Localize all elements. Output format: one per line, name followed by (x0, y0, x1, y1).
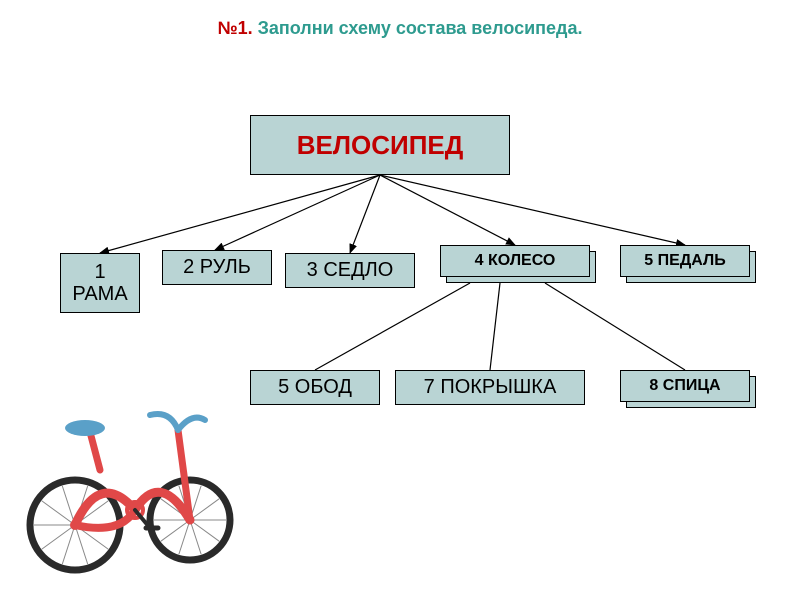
diagram-box: 1РАМА (60, 253, 140, 313)
exercise-title: №1. Заполни схему состава велосипеда. (0, 18, 800, 39)
root-box: ВЕЛОСИПЕД (250, 115, 510, 175)
diagram-box: 4 КОЛЕСО (440, 245, 590, 277)
diagram-box: 5 ОБОД (250, 370, 380, 405)
title-number: №1. (218, 18, 253, 38)
diagram-box: 8 СПИЦА (620, 370, 750, 402)
diagram-box: 2 РУЛЬ (162, 250, 272, 285)
diagram-box: 7 ПОКРЫШКА (395, 370, 585, 405)
title-instruction: Заполни схему состава велосипеда. (253, 18, 583, 38)
diagram-box: 5 ПЕДАЛЬ (620, 245, 750, 277)
diagram-box: 3 СЕДЛО (285, 253, 415, 288)
bicycle-illustration (20, 360, 240, 580)
